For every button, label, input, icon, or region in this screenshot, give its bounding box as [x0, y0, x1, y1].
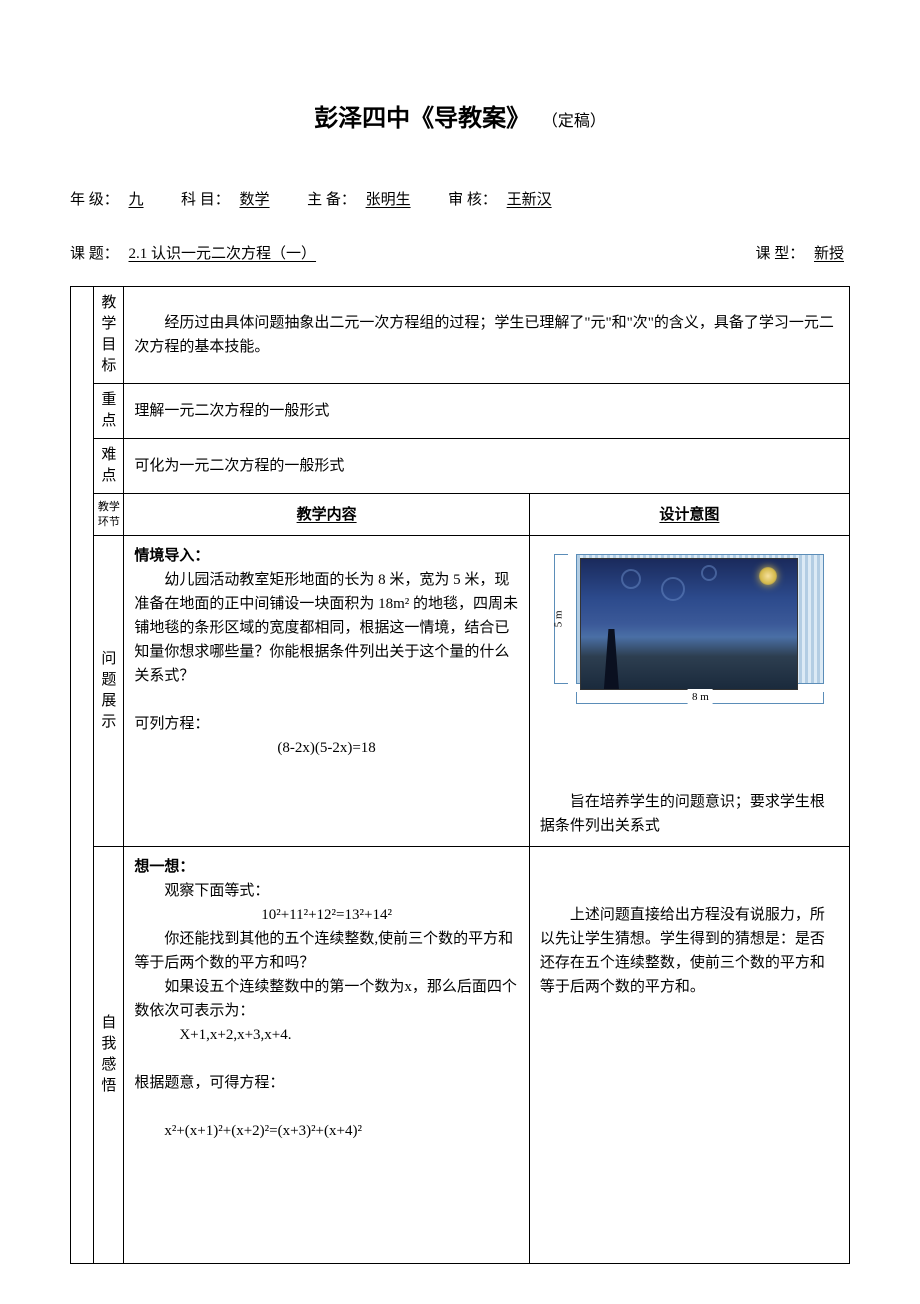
stage2-label: 自我感悟	[94, 846, 124, 1263]
stage1-intent-text: 旨在培养学生的问题意识；要求学生根据条件列出关系式	[540, 790, 839, 838]
difficulty-label: 难点	[94, 439, 124, 494]
stage-label: 教学环节	[94, 494, 124, 536]
subject-label: 科 目：	[181, 192, 230, 208]
stage1-body: 幼儿园活动教室矩形地面的长为 8 米，宽为 5 米，现准备在地面的正中间铺设一块…	[134, 568, 519, 688]
stage2-line3: 如果设五个连续整数中的第一个数为x，那么后面四个数依次可表示为：	[134, 975, 519, 1023]
main-title: 彭泽四中《导教案》	[314, 106, 530, 132]
difficulty-text: 可化为一元二次方程的一般形式	[124, 439, 850, 494]
table-row-difficulty: 难点 可化为一元二次方程的一般形式	[71, 439, 850, 494]
author-value: 张明生	[360, 192, 417, 208]
type-label: 课 型：	[755, 246, 804, 262]
goal-text: 经历过由具体问题抽象出二元一次方程组的过程；学生已理解了"元"和"次"的含义，具…	[124, 287, 850, 384]
grade-value: 九	[123, 192, 150, 208]
author-label: 主 备：	[307, 192, 356, 208]
stage2-content: 想一想： 观察下面等式： 10²+11²+12²=13²+14² 你还能找到其他…	[124, 846, 530, 1263]
stage2-eq1: 10²+11²+12²=13²+14²	[134, 903, 519, 927]
content-header: 教学内容	[124, 494, 530, 536]
stage2-line5: 根据题意，可得方程：	[134, 1071, 519, 1095]
stage2-intent: 上述问题直接给出方程没有说服力，所以先让学生猜想。学生得到的猜想是：是否还存在五…	[529, 846, 849, 1263]
type-value: 新授	[808, 246, 850, 262]
table-row-headers: 教学环节 教学内容 设计意图	[71, 494, 850, 536]
grade-label: 年 级：	[70, 192, 119, 208]
subject-value: 数学	[234, 192, 276, 208]
focus-text: 理解一元二次方程的一般形式	[124, 384, 850, 439]
topic-label: 课 题：	[70, 246, 119, 262]
table-row-stage2: 自我感悟 想一想： 观察下面等式： 10²+11²+12²=13²+14² 你还…	[71, 846, 850, 1263]
reviewer-label: 审 核：	[448, 192, 497, 208]
stage1-eq-label: 可列方程：	[134, 712, 519, 736]
carpet-image	[580, 558, 798, 690]
carpet-diagram: 5 m 8 m	[554, 544, 824, 704]
stage2-line1: 观察下面等式：	[134, 879, 519, 903]
intent-header: 设计意图	[529, 494, 849, 536]
meta-row-1: 年 级： 九 科 目： 数学 主 备： 张明生 审 核： 王新汉	[70, 188, 850, 212]
reviewer-value: 王新汉	[501, 192, 558, 208]
dim-width-label: 8 m	[688, 689, 713, 707]
dim-height-label: 5 m	[551, 610, 569, 627]
stage2-heading: 想一想：	[134, 855, 519, 879]
document-title: 彭泽四中《导教案》 （定稿）	[70, 100, 850, 138]
focus-label: 重点	[94, 384, 124, 439]
stage1-heading: 情境导入：	[134, 544, 519, 568]
stage2-intent-text: 上述问题直接给出方程没有说服力，所以先让学生猜想。学生得到的猜想是：是否还存在五…	[540, 903, 839, 999]
table-row-focus: 重点 理解一元二次方程的一般形式	[71, 384, 850, 439]
stage2-line4: X+1,x+2,x+3,x+4.	[134, 1023, 519, 1047]
stage1-equation: (8-2x)(5-2x)=18	[134, 736, 519, 760]
stage1-intent: 5 m 8 m 旨在培养学生的问题意识；要求学生根据条件列出关系式	[529, 535, 849, 846]
stage2-eq2: x²+(x+1)²+(x+2)²=(x+3)²+(x+4)²	[134, 1119, 519, 1143]
goal-label: 教学目标	[94, 287, 124, 384]
table-row-stage1: 问题展示 情境导入： 幼儿园活动教室矩形地面的长为 8 米，宽为 5 米，现准备…	[71, 535, 850, 846]
lesson-plan-table: 教学目标 经历过由具体问题抽象出二元一次方程组的过程；学生已理解了"元"和"次"…	[70, 286, 850, 1264]
stage2-line2: 你还能找到其他的五个连续整数,使前三个数的平方和等于后两个数的平方和吗？	[134, 927, 519, 975]
stage1-content: 情境导入： 幼儿园活动教室矩形地面的长为 8 米，宽为 5 米，现准备在地面的正…	[124, 535, 530, 846]
table-row-goal: 教学目标 经历过由具体问题抽象出二元一次方程组的过程；学生已理解了"元"和"次"…	[71, 287, 850, 384]
meta-row-2: 课 题： 2.1 认识一元二次方程（一） 课 型： 新授	[70, 242, 850, 266]
stage1-label: 问题展示	[94, 535, 124, 846]
topic-value: 2.1 认识一元二次方程（一）	[123, 246, 323, 262]
sub-title: （定稿）	[542, 113, 606, 130]
